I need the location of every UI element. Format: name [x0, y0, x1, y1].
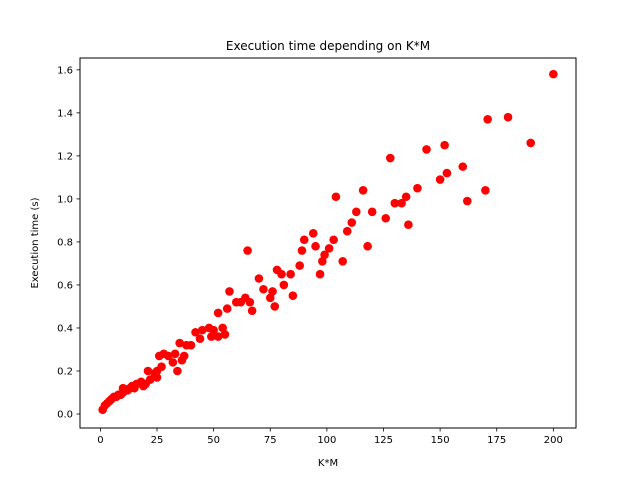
x-tick-label: 75 [264, 435, 277, 446]
data-point [164, 351, 173, 361]
data-point [311, 241, 320, 251]
data-point [318, 256, 327, 266]
data-point [297, 246, 307, 255]
data-point [397, 198, 406, 208]
data-point [254, 274, 264, 283]
data-point [243, 246, 252, 255]
data-point [245, 297, 255, 307]
data-point [168, 358, 178, 367]
data-point [404, 220, 413, 230]
data-point [195, 334, 205, 344]
data-point [259, 284, 268, 294]
y-tick-label: 0.8 [57, 237, 73, 248]
x-tick-label: 50 [207, 435, 220, 446]
data-point [265, 293, 275, 303]
data-point [207, 332, 216, 341]
data-point [222, 304, 232, 313]
x-tick-label: 25 [151, 435, 164, 446]
data-point [152, 373, 162, 382]
data-point [367, 207, 377, 217]
data-point [277, 269, 286, 279]
data-point [308, 229, 318, 238]
data-point [279, 280, 289, 290]
x-tick-label: 100 [317, 435, 336, 446]
x-tick-label: 125 [374, 435, 393, 446]
data-point [526, 138, 535, 148]
data-point [324, 244, 334, 253]
data-point [198, 325, 207, 335]
data-point [286, 269, 295, 279]
data-point [299, 235, 309, 245]
data-point [503, 112, 513, 122]
x-tick-label: 0 [97, 435, 103, 446]
y-axis: 0.0 0.2 0.4 0.6 0.8 1.0 1.2 1.4 1.6 [57, 65, 80, 421]
data-point [295, 261, 304, 270]
plot-frame [79, 57, 577, 429]
data-point [435, 175, 445, 184]
data-point [483, 115, 492, 124]
data-point [481, 186, 490, 195]
data-point [175, 338, 184, 348]
data-point [173, 366, 182, 376]
data-point [352, 207, 361, 217]
data-point [331, 192, 341, 202]
data-point [288, 291, 298, 301]
data-point [270, 302, 280, 311]
x-tick-label: 175 [487, 435, 506, 446]
data-point [320, 250, 329, 260]
points-layer [98, 69, 558, 415]
x-tick-label: 200 [544, 435, 563, 446]
data-point [157, 362, 166, 371]
data-point [442, 168, 452, 178]
data-point [213, 332, 223, 341]
data-point [145, 375, 155, 384]
data-point [247, 306, 257, 316]
data-point [458, 162, 468, 171]
data-point [390, 198, 400, 208]
y-axis-label: Execution time (s) [30, 197, 41, 288]
y-tick-label: 0.2 [57, 366, 73, 377]
data-point [329, 235, 338, 245]
data-point [186, 340, 196, 350]
data-point [413, 183, 422, 193]
data-point [170, 349, 180, 359]
y-tick-label: 0.6 [57, 280, 73, 291]
data-point [440, 140, 449, 150]
y-tick-label: 1.4 [57, 108, 73, 119]
data-point [422, 145, 431, 154]
data-point [385, 153, 395, 163]
data-point [381, 213, 391, 223]
data-point [358, 186, 368, 195]
x-axis: 0 25 50 75 100 125 150 175 200 [97, 428, 563, 446]
data-point [191, 327, 200, 337]
data-point [401, 192, 411, 202]
data-point [218, 323, 227, 333]
data-point [268, 287, 277, 296]
data-point [220, 330, 230, 339]
data-point [209, 325, 218, 335]
chart-title: Execution time depending on K*M [226, 39, 430, 53]
data-point [549, 69, 558, 79]
data-point [363, 241, 372, 251]
data-point [342, 226, 352, 236]
data-point [213, 308, 223, 318]
y-tick-label: 1.0 [57, 194, 73, 205]
y-tick-label: 0.0 [57, 410, 73, 421]
x-axis-label: K*M [318, 458, 338, 469]
data-point [462, 196, 472, 206]
data-point [179, 351, 189, 361]
y-tick-label: 0.4 [57, 323, 73, 334]
data-point [347, 218, 357, 227]
y-tick-label: 1.2 [57, 151, 73, 162]
data-point [315, 269, 325, 279]
y-tick-label: 1.6 [57, 65, 73, 76]
data-point [143, 366, 153, 376]
data-point [225, 287, 234, 296]
x-tick-label: 150 [431, 435, 450, 446]
data-point [338, 256, 348, 266]
